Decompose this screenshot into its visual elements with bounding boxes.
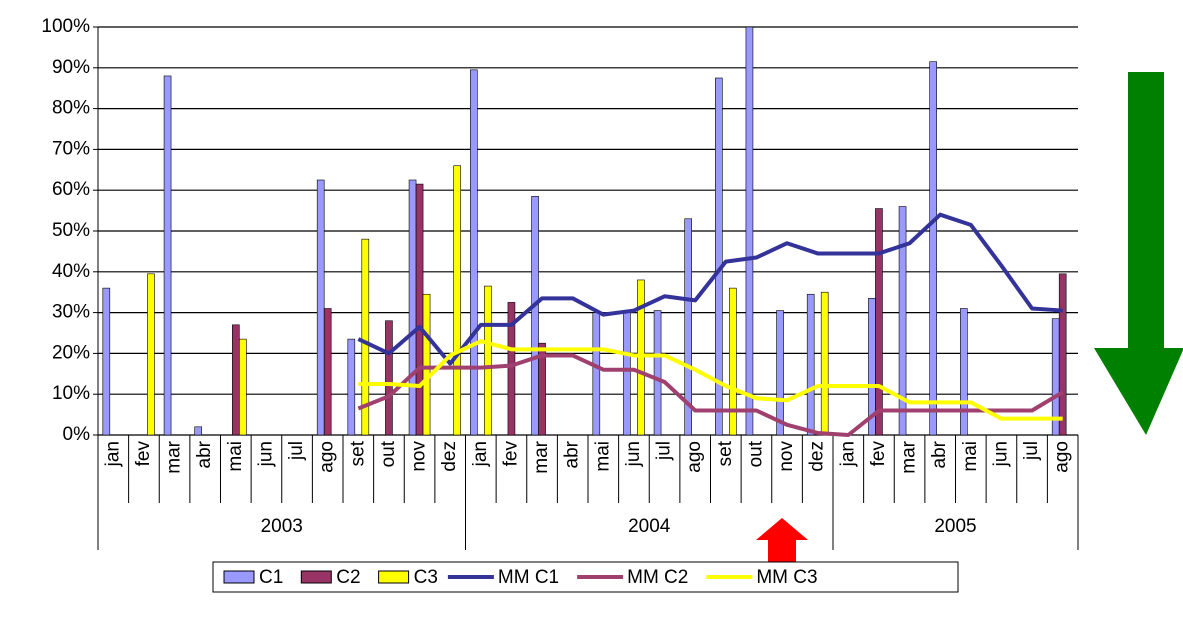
bar xyxy=(745,26,754,436)
x-tick-label: ago xyxy=(1052,441,1073,473)
x-tick-label: jan xyxy=(470,441,491,467)
x-tick-label: dez xyxy=(807,441,828,472)
legend-label: MM C3 xyxy=(756,567,817,588)
y-tick-label: 30% xyxy=(52,302,90,323)
year-label: 2004 xyxy=(628,516,671,537)
x-tick-label: abr xyxy=(562,440,583,468)
bar xyxy=(470,69,478,436)
legend-swatch xyxy=(378,570,410,584)
bar xyxy=(194,426,202,436)
x-tick-label: jul xyxy=(286,441,307,461)
x-tick-label: set xyxy=(715,440,736,466)
bar xyxy=(715,77,723,436)
bar xyxy=(507,302,516,436)
x-tick-label: ago xyxy=(317,441,338,473)
bar xyxy=(239,338,247,436)
bar xyxy=(415,183,424,436)
legend-swatch xyxy=(223,570,255,584)
legend-label: C1 xyxy=(259,567,283,588)
bar xyxy=(385,320,393,436)
legend-label: C2 xyxy=(336,567,360,588)
x-tick-label: jun xyxy=(623,441,644,467)
bar xyxy=(484,285,492,436)
x-tick-label: jul xyxy=(1021,441,1042,461)
bar xyxy=(163,75,172,436)
line xyxy=(357,212,1063,366)
bar xyxy=(592,312,601,436)
bar xyxy=(408,179,417,436)
y-tick-label: 40% xyxy=(52,261,90,282)
x-tick-label: dez xyxy=(439,441,460,472)
y-tick-label: 50% xyxy=(52,220,90,241)
bar xyxy=(776,310,784,436)
bar xyxy=(653,310,662,436)
bar xyxy=(361,238,370,436)
y-tick-label: 10% xyxy=(52,383,90,404)
line xyxy=(357,353,1064,437)
bar xyxy=(531,196,539,436)
legend-label: C3 xyxy=(414,567,438,588)
x-tick-label: nov xyxy=(776,441,797,472)
x-tick-label: jul xyxy=(654,441,675,461)
line xyxy=(358,339,1063,421)
bar xyxy=(147,273,155,436)
bar xyxy=(960,308,968,436)
x-tick-label: fev xyxy=(133,441,154,467)
legend-label: MM C2 xyxy=(627,567,688,588)
bar xyxy=(637,279,645,436)
x-tick-label: out xyxy=(745,440,766,467)
green-down-arrow xyxy=(1094,72,1183,435)
x-tick-label: ago xyxy=(684,441,705,473)
bar xyxy=(929,61,937,436)
bar xyxy=(898,206,907,436)
bar xyxy=(806,293,815,436)
x-tick-label: abr xyxy=(194,440,215,468)
bar xyxy=(729,287,737,436)
x-tick-label: nov xyxy=(409,441,430,472)
bar xyxy=(323,308,332,436)
x-tick-label: set xyxy=(347,440,368,466)
x-tick-label: fev xyxy=(868,441,889,467)
x-tick-label: out xyxy=(378,440,399,467)
bar xyxy=(623,310,631,436)
bar xyxy=(1058,273,1067,436)
x-tick-label: mai xyxy=(960,441,981,472)
y-tick-label: 0% xyxy=(63,424,91,445)
bar xyxy=(538,342,546,436)
x-tick-label: abr xyxy=(929,440,950,468)
x-tick-label: jan xyxy=(102,441,123,467)
red-up-arrow xyxy=(756,518,808,575)
y-tick-label: 90% xyxy=(52,57,90,78)
bar xyxy=(453,165,461,436)
bar xyxy=(316,179,325,436)
bar xyxy=(102,287,111,436)
x-tick-label: mar xyxy=(899,440,920,473)
bar xyxy=(820,291,829,436)
bar xyxy=(875,208,883,436)
y-tick-label: 80% xyxy=(52,98,90,119)
year-label: 2005 xyxy=(934,516,976,537)
bar xyxy=(684,218,692,436)
y-tick-label: 60% xyxy=(52,179,90,200)
bar xyxy=(422,293,431,436)
x-tick-label: mar xyxy=(531,440,552,473)
x-tick-label: mai xyxy=(592,441,613,472)
bar xyxy=(347,338,356,436)
y-tick-label: 100% xyxy=(41,16,90,37)
y-tick-label: 70% xyxy=(52,138,90,159)
year-label: 2003 xyxy=(261,516,303,537)
x-tick-label: mar xyxy=(164,440,185,473)
x-tick-label: mai xyxy=(225,441,246,472)
x-tick-label: jan xyxy=(837,441,858,467)
x-tick-label: fev xyxy=(500,441,521,467)
bar xyxy=(232,324,240,436)
y-tick-label: 20% xyxy=(52,342,90,363)
x-tick-label: jun xyxy=(990,441,1011,467)
legend-swatch xyxy=(300,570,332,584)
legend-label: MM C1 xyxy=(498,567,559,588)
x-tick-label: jun xyxy=(255,441,276,467)
